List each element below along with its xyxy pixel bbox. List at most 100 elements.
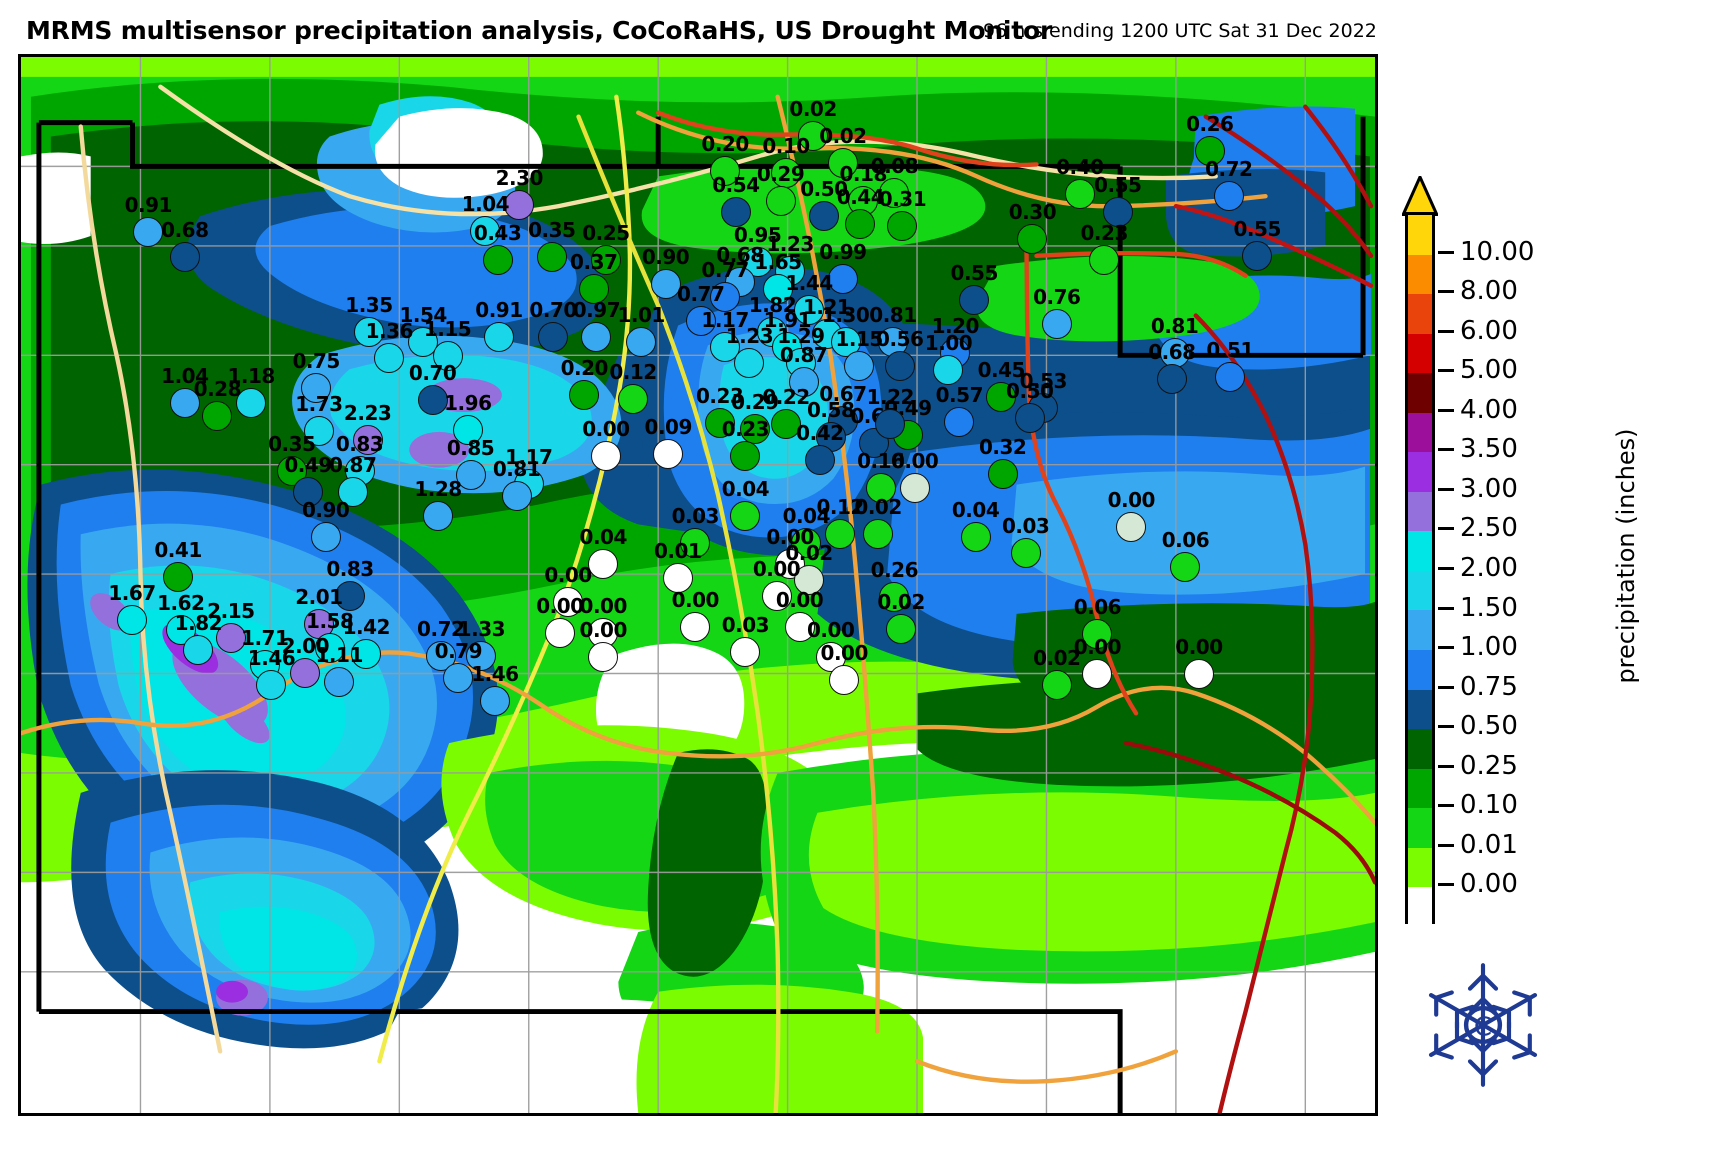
- station-marker[interactable]: [504, 189, 535, 220]
- station-marker[interactable]: [653, 439, 684, 470]
- station-marker[interactable]: [482, 244, 513, 275]
- precipitation-map[interactable]: 0.02 0.02 0.20 0.10 0.08 0.26 0.40 0.55 0.72 0.18…: [18, 54, 1378, 1116]
- station-marker[interactable]: [1170, 552, 1201, 583]
- station-marker[interactable]: [986, 382, 1017, 413]
- station-marker[interactable]: [553, 586, 584, 617]
- station-marker[interactable]: [163, 561, 194, 592]
- station-marker[interactable]: [1156, 364, 1187, 395]
- station-marker[interactable]: [1242, 240, 1273, 271]
- station-marker[interactable]: [808, 201, 839, 232]
- station-marker[interactable]: [455, 460, 486, 491]
- station-marker[interactable]: [183, 635, 214, 666]
- station-marker[interactable]: [899, 472, 930, 503]
- station-marker[interactable]: [303, 415, 334, 446]
- station-marker[interactable]: [771, 158, 801, 189]
- station-marker[interactable]: [734, 348, 765, 379]
- station-marker[interactable]: [863, 519, 894, 550]
- station-marker[interactable]: [1116, 511, 1147, 542]
- station-marker[interactable]: [588, 548, 619, 579]
- station-marker[interactable]: [324, 667, 355, 698]
- station-marker[interactable]: [865, 472, 896, 503]
- station-marker[interactable]: [1089, 244, 1120, 275]
- station-marker[interactable]: [784, 612, 815, 643]
- station-marker[interactable]: [739, 413, 770, 444]
- station-marker[interactable]: [290, 657, 321, 688]
- station-marker[interactable]: [236, 388, 267, 419]
- station-marker[interactable]: [730, 441, 761, 472]
- station-marker[interactable]: [169, 241, 200, 272]
- station-marker[interactable]: [314, 633, 345, 664]
- station-marker[interactable]: [310, 522, 341, 553]
- station-marker[interactable]: [590, 244, 621, 275]
- station-marker[interactable]: [859, 428, 890, 459]
- station-marker[interactable]: [944, 407, 975, 438]
- station-marker[interactable]: [762, 274, 793, 305]
- station-marker[interactable]: [845, 208, 876, 239]
- station-marker[interactable]: [730, 501, 761, 532]
- station-marker[interactable]: [680, 527, 711, 558]
- station-marker[interactable]: [501, 481, 532, 512]
- station-marker[interactable]: [169, 388, 200, 419]
- station-marker[interactable]: [1041, 309, 1072, 340]
- station-marker[interactable]: [479, 686, 510, 717]
- station-marker[interactable]: [879, 581, 910, 612]
- station-marker[interactable]: [117, 604, 148, 635]
- station-marker[interactable]: [815, 422, 846, 453]
- station-marker[interactable]: [470, 216, 501, 247]
- station-marker[interactable]: [710, 281, 741, 312]
- station-marker[interactable]: [771, 409, 801, 440]
- station-marker[interactable]: [581, 321, 612, 352]
- station-marker[interactable]: [618, 384, 648, 415]
- station-marker[interactable]: [829, 665, 860, 696]
- station-marker[interactable]: [1213, 181, 1244, 212]
- station-marker[interactable]: [1041, 670, 1072, 701]
- station-marker[interactable]: [1215, 361, 1246, 392]
- station-marker[interactable]: [844, 351, 875, 382]
- station-marker[interactable]: [798, 121, 829, 152]
- station-marker[interactable]: [933, 354, 964, 385]
- station-marker[interactable]: [588, 641, 619, 672]
- station-marker[interactable]: [215, 622, 246, 653]
- station-marker[interactable]: [825, 519, 856, 550]
- station-marker[interactable]: [704, 408, 735, 439]
- station-marker[interactable]: [352, 425, 383, 456]
- station-marker[interactable]: [1017, 223, 1048, 254]
- station-marker[interactable]: [536, 241, 567, 272]
- station-marker[interactable]: [710, 156, 741, 187]
- station-marker[interactable]: [374, 342, 405, 373]
- station-marker[interactable]: [301, 372, 332, 403]
- station-marker[interactable]: [730, 636, 761, 667]
- station-marker[interactable]: [1102, 197, 1133, 228]
- station-marker[interactable]: [417, 385, 448, 416]
- station-marker[interactable]: [685, 306, 716, 336]
- station-marker[interactable]: [1183, 658, 1214, 689]
- station-marker[interactable]: [1014, 403, 1045, 434]
- station-marker[interactable]: [788, 367, 819, 398]
- station-marker[interactable]: [1159, 337, 1190, 368]
- station-marker[interactable]: [466, 640, 497, 671]
- station-marker[interactable]: [680, 612, 711, 643]
- station-marker[interactable]: [959, 284, 990, 315]
- station-marker[interactable]: [293, 477, 324, 508]
- station-marker[interactable]: [335, 580, 366, 611]
- station-marker[interactable]: [884, 351, 915, 382]
- station-marker[interactable]: [276, 455, 307, 486]
- station-marker[interactable]: [1082, 658, 1113, 689]
- station-marker[interactable]: [1064, 179, 1095, 210]
- station-marker[interactable]: [1194, 135, 1225, 166]
- station-marker[interactable]: [544, 617, 575, 648]
- station-marker[interactable]: [1082, 618, 1113, 649]
- station-marker[interactable]: [827, 263, 858, 294]
- station-marker[interactable]: [879, 178, 910, 209]
- station-marker[interactable]: [353, 316, 384, 347]
- station-marker[interactable]: [1010, 538, 1041, 569]
- station-marker[interactable]: [483, 321, 514, 352]
- station-marker[interactable]: [351, 638, 382, 669]
- station-marker[interactable]: [960, 522, 991, 553]
- station-marker[interactable]: [443, 662, 474, 693]
- station-marker[interactable]: [432, 340, 463, 371]
- station-marker[interactable]: [590, 441, 621, 472]
- station-marker[interactable]: [256, 670, 287, 701]
- station-marker[interactable]: [886, 614, 917, 645]
- station-marker[interactable]: [202, 401, 233, 432]
